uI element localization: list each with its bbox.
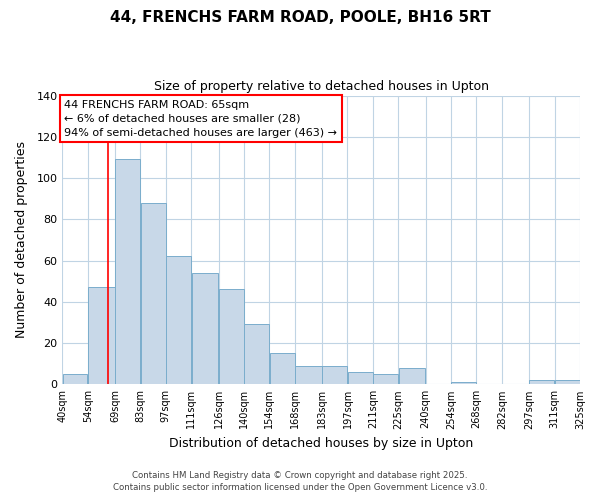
Text: 44 FRENCHS FARM ROAD: 65sqm
← 6% of detached houses are smaller (28)
94% of semi: 44 FRENCHS FARM ROAD: 65sqm ← 6% of deta… [64,100,337,138]
X-axis label: Distribution of detached houses by size in Upton: Distribution of detached houses by size … [169,437,473,450]
Bar [115,160,140,384]
Bar [88,288,115,384]
Bar [166,256,191,384]
Text: 44, FRENCHS FARM ROAD, POOLE, BH16 5RT: 44, FRENCHS FARM ROAD, POOLE, BH16 5RT [110,10,490,25]
Bar [62,374,88,384]
Bar [451,382,476,384]
Bar [191,273,218,384]
Title: Size of property relative to detached houses in Upton: Size of property relative to detached ho… [154,80,488,93]
Bar [219,290,244,384]
Bar [295,366,322,384]
Bar [529,380,554,384]
Bar [373,374,398,384]
Y-axis label: Number of detached properties: Number of detached properties [15,142,28,338]
Bar [269,354,295,384]
Text: Contains HM Land Registry data © Crown copyright and database right 2025.
Contai: Contains HM Land Registry data © Crown c… [113,471,487,492]
Bar [555,380,580,384]
Bar [140,203,166,384]
Bar [348,372,373,384]
Bar [244,324,269,384]
Bar [322,366,347,384]
Bar [398,368,425,384]
